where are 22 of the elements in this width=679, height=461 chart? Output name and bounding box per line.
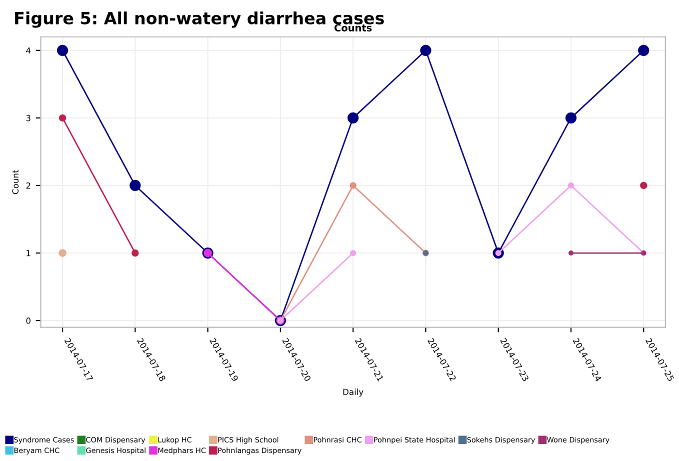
point [568,250,574,256]
point [130,180,141,192]
point [348,112,359,124]
chart-subtitle: Counts [334,24,372,32]
point [420,44,432,56]
point [58,114,66,122]
x-axis-title: Daily [343,388,364,397]
point [640,182,648,190]
y-tick-label: 0 [26,318,30,324]
point [568,182,574,189]
point [58,249,66,257]
point [350,182,356,189]
point [638,44,650,56]
point [132,249,139,257]
point [565,112,577,124]
point [56,44,68,56]
y-axis-title: Count [12,170,19,194]
y-tick-label: 1 [26,250,30,256]
y-tick-label: 3 [26,114,30,122]
point [350,250,356,256]
y-tick-label: 4 [26,47,31,54]
y-tick-label: 2 [26,182,30,189]
